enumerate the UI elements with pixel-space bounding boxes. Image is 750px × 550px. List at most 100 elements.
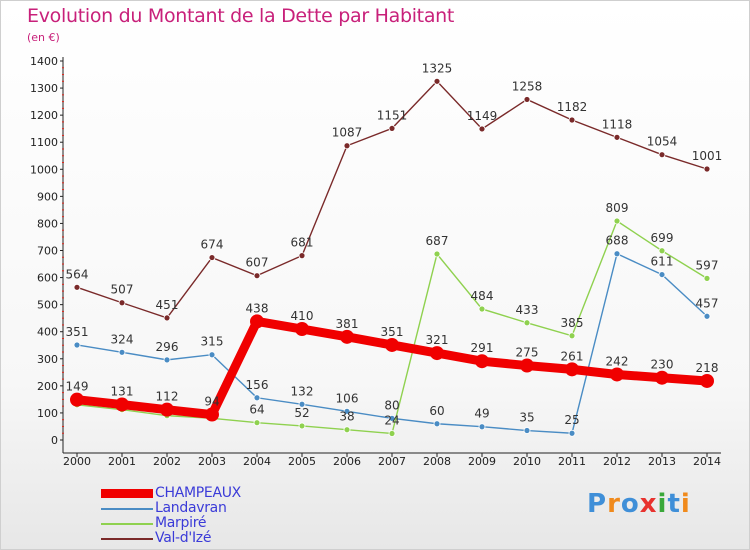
data-point-marpir xyxy=(343,426,351,434)
data-label-val-d-iz: 1258 xyxy=(512,79,543,93)
data-label-champeaux: 261 xyxy=(561,349,584,363)
x-tick-label: 2005 xyxy=(288,455,316,468)
x-tick-label: 2008 xyxy=(423,455,451,468)
legend-swatch-landavran xyxy=(101,508,153,510)
logo-letter: i xyxy=(680,489,691,519)
data-label-marpir: 597 xyxy=(696,258,719,272)
data-point-champeaux xyxy=(655,370,669,385)
y-tick-label: 700 xyxy=(37,245,58,258)
data-label-marpir: 809 xyxy=(606,201,629,215)
data-label-champeaux: 321 xyxy=(426,333,449,347)
legend-swatch-val-d-ize xyxy=(101,538,153,540)
x-tick-label: 2011 xyxy=(558,455,586,468)
data-label-landavran: 296 xyxy=(156,340,179,354)
logo-letter: x xyxy=(639,489,658,519)
data-point-champeaux xyxy=(565,362,579,377)
x-tick-label: 2000 xyxy=(63,455,91,468)
y-tick-label: 0 xyxy=(51,434,58,447)
legend-item-landavran: Landavran xyxy=(101,501,401,516)
data-point-val-d-iz xyxy=(478,125,486,133)
data-point-landavran xyxy=(388,414,396,422)
unit-label: (en €) xyxy=(27,31,60,44)
data-label-marpir: 699 xyxy=(651,231,674,245)
y-tick-label: 200 xyxy=(37,380,58,393)
y-tick-label: 100 xyxy=(37,407,58,420)
data-point-landavran xyxy=(478,423,486,431)
data-label-val-d-iz: 1325 xyxy=(422,61,453,75)
data-label-champeaux: 112 xyxy=(156,390,179,404)
data-label-val-d-iz: 1001 xyxy=(692,149,723,163)
y-tick-label: 900 xyxy=(37,190,58,203)
data-label-landavran: 80 xyxy=(384,398,399,412)
data-label-val-d-iz: 607 xyxy=(246,256,269,270)
proxiti-logo: Proxiti xyxy=(587,489,691,519)
data-point-val-d-iz xyxy=(658,151,666,159)
y-tick-label: 800 xyxy=(37,217,58,230)
x-tick-label: 2007 xyxy=(378,455,406,468)
data-label-landavran: 49 xyxy=(474,407,489,421)
data-label-landavran: 611 xyxy=(651,255,674,269)
data-label-val-d-iz: 1118 xyxy=(602,117,633,131)
data-point-champeaux xyxy=(700,373,714,388)
data-point-landavran xyxy=(523,427,531,434)
legend-label-val-d-ize: Val-d'Izé xyxy=(155,530,212,546)
data-label-champeaux: 218 xyxy=(696,361,719,375)
data-label-landavran: 315 xyxy=(201,335,224,349)
data-label-champeaux: 381 xyxy=(336,317,359,331)
data-label-marpir: 52 xyxy=(294,406,309,420)
logo-letter: r xyxy=(607,489,621,519)
legend-item-marpire: Marpiré xyxy=(101,516,401,531)
data-label-landavran: 106 xyxy=(336,391,359,405)
logo-letter: P xyxy=(587,489,608,519)
data-label-val-d-iz: 451 xyxy=(156,298,179,312)
data-label-marpir: 433 xyxy=(516,303,539,317)
data-label-val-d-iz: 1182 xyxy=(557,100,588,114)
data-label-landavran: 25 xyxy=(564,413,579,427)
data-point-marpir xyxy=(568,332,576,340)
data-point-landavran xyxy=(703,312,711,320)
legend-label-champeaux: CHAMPEAUX xyxy=(155,485,241,501)
y-tick-label: 300 xyxy=(37,353,58,366)
data-point-champeaux xyxy=(340,329,354,344)
data-point-landavran xyxy=(658,271,666,278)
data-point-val-d-iz xyxy=(433,77,441,85)
data-point-val-d-iz xyxy=(208,254,216,261)
data-label-val-d-iz: 564 xyxy=(66,267,89,281)
y-tick-label: 1200 xyxy=(30,109,58,122)
legend-label-marpire: Marpiré xyxy=(155,515,207,531)
logo-letter: i xyxy=(657,489,668,519)
data-point-landavran xyxy=(73,341,81,349)
legend-label-landavran: Landavran xyxy=(155,500,227,516)
x-tick-label: 2009 xyxy=(468,455,496,468)
data-label-champeaux: 438 xyxy=(246,301,269,315)
data-label-landavran: 132 xyxy=(291,384,314,398)
data-label-marpir: 385 xyxy=(561,316,584,330)
data-label-landavran: 324 xyxy=(111,332,134,346)
data-label-champeaux: 410 xyxy=(291,309,314,323)
data-point-marpir xyxy=(478,305,486,313)
data-point-marpir xyxy=(703,274,711,282)
data-point-val-d-iz xyxy=(163,314,171,322)
data-point-marpir xyxy=(523,319,531,327)
x-tick-label: 2001 xyxy=(108,455,136,468)
data-point-marpir xyxy=(298,422,306,430)
data-label-marpir: 484 xyxy=(471,289,494,303)
data-point-landavran xyxy=(163,356,171,364)
legend: CHAMPEAUX Landavran Marpiré Val-d'Izé xyxy=(101,486,401,546)
data-label-landavran: 351 xyxy=(66,325,89,339)
data-point-val-d-iz xyxy=(118,299,126,307)
data-point-landavran xyxy=(568,429,576,437)
data-label-landavran: 35 xyxy=(519,411,534,425)
data-point-val-d-iz xyxy=(253,272,261,280)
data-point-marpir xyxy=(433,250,441,258)
logo-letter: t xyxy=(667,489,681,519)
data-label-val-d-iz: 1054 xyxy=(647,135,678,149)
data-point-val-d-iz xyxy=(613,133,621,141)
data-label-marpir: 38 xyxy=(339,410,354,424)
data-point-landavran xyxy=(118,348,126,356)
x-tick-label: 2003 xyxy=(198,455,226,468)
data-point-val-d-iz xyxy=(343,142,351,150)
data-point-champeaux xyxy=(160,402,174,417)
